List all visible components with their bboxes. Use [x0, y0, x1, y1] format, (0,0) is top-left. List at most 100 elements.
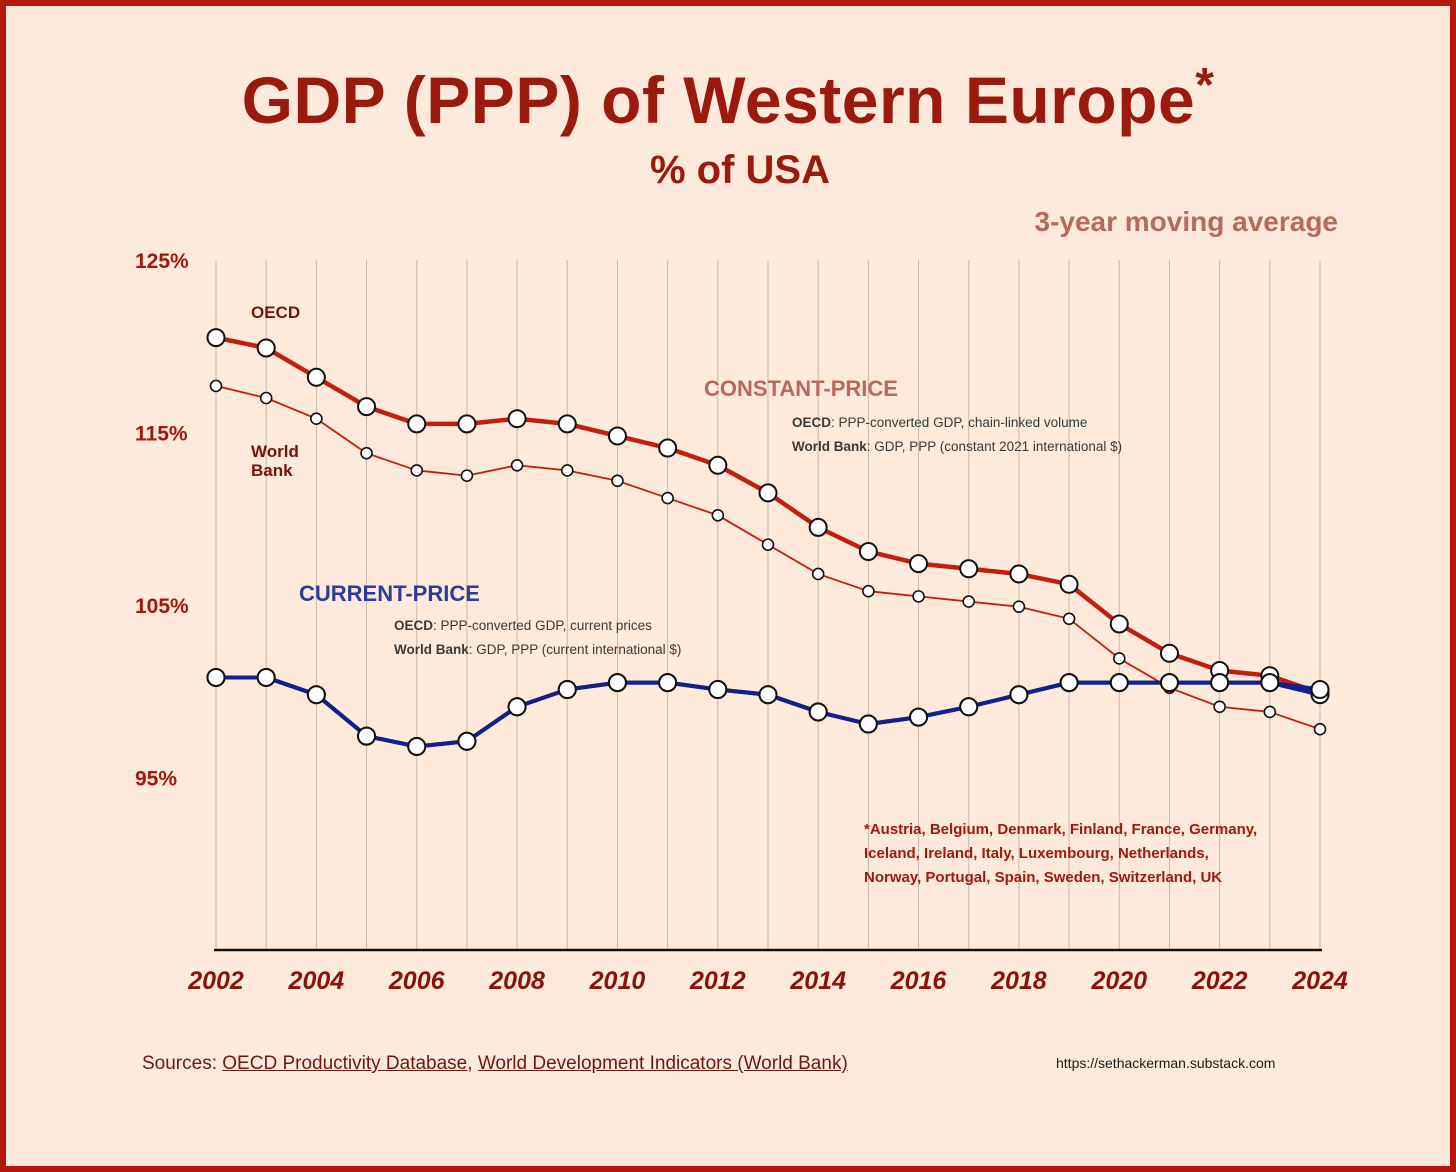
constant-price-heading: CONSTANT-PRICE	[704, 376, 898, 401]
point-current_oecd-2009	[557, 680, 577, 700]
point-current_oecd-2018	[1009, 685, 1029, 705]
point-constant_wb-2016	[912, 590, 925, 603]
point-current_oecd-2024	[1310, 680, 1330, 700]
point-current_oecd-2004	[306, 685, 326, 705]
point-constant_oecd-2021	[1159, 643, 1179, 663]
point-constant_wb-2018	[1012, 600, 1026, 614]
point-constant_wb-2006	[410, 464, 424, 477]
point-constant_oecd-2016	[909, 554, 929, 574]
point-constant_wb-2013	[761, 538, 775, 551]
point-constant_oecd-2014	[808, 517, 828, 537]
point-constant_oecd-2005	[357, 397, 377, 417]
point-constant_oecd-2007	[457, 414, 477, 434]
chart-background	[6, 6, 1450, 1166]
label-world-bank-line1: World	[251, 442, 299, 461]
annotations: OECD World Bank CONSTANT-PRICE OECD: PPP…	[251, 303, 1257, 886]
point-constant_wb-2017	[962, 595, 976, 608]
point-current_oecd-2020	[1109, 673, 1129, 693]
x-tick-label-2010: 2010	[589, 967, 646, 995]
point-constant_oecd-2002	[206, 328, 226, 348]
point-current_oecd-2014	[808, 702, 828, 722]
point-constant_oecd-2017	[959, 559, 979, 579]
x-tick-label-2020: 2020	[1090, 967, 1147, 995]
point-constant_wb-2023	[1263, 705, 1277, 719]
point-constant_oecd-2011	[658, 438, 678, 458]
sources-line: Sources: OECD Productivity Database, Wor…	[142, 1053, 848, 1075]
point-current_oecd-2017	[959, 697, 979, 717]
label-oecd: OECD	[251, 303, 300, 322]
x-tick-label-2018: 2018	[990, 967, 1047, 995]
point-constant_oecd-2019	[1059, 574, 1079, 594]
x-tick-label-2016: 2016	[890, 967, 948, 995]
point-constant_oecd-2018	[1009, 564, 1029, 584]
point-constant_wb-2010	[611, 474, 624, 488]
point-current_oecd-2021	[1159, 673, 1179, 693]
countries-line-2: Iceland, Ireland, Italy, Luxembourg, Net…	[864, 845, 1209, 862]
x-tick-label-2008: 2008	[488, 967, 545, 995]
point-constant_oecd-2009	[557, 414, 577, 434]
point-constant_wb-2024	[1313, 722, 1327, 736]
title-asterisk: *	[1195, 59, 1215, 112]
sources-prefix: Sources:	[142, 1053, 223, 1074]
x-tick-label-2012: 2012	[689, 967, 746, 995]
point-current_oecd-2013	[758, 685, 778, 705]
point-constant_oecd-2003	[256, 338, 276, 358]
point-current_oecd-2022	[1210, 673, 1230, 693]
x-tick-label-2002: 2002	[187, 967, 244, 995]
point-current_oecd-2008	[507, 697, 527, 717]
substack-url[interactable]: https://sethackerman.substack.com	[1056, 1055, 1276, 1071]
constant-oecd-note: OECD: PPP-converted GDP, chain-linked vo…	[792, 415, 1087, 430]
source-link-world-bank[interactable]: World Development Indicators (World Bank…	[477, 1053, 848, 1074]
point-constant_wb-2012	[711, 508, 725, 522]
point-constant_wb-2019	[1062, 612, 1076, 626]
point-constant_wb-2003	[259, 391, 273, 405]
countries-line-1: *Austria, Belgium, Denmark, Finland, Fra…	[864, 821, 1257, 838]
point-current_oecd-2016	[909, 707, 929, 727]
point-current_oecd-2010	[607, 673, 627, 693]
point-constant_wb-2022	[1213, 700, 1226, 714]
x-tick-label-2022: 2022	[1191, 967, 1248, 995]
point-constant_oecd-2004	[306, 367, 326, 387]
point-constant_wb-2009	[560, 464, 574, 477]
point-constant_oecd-2012	[708, 455, 728, 475]
constant-wb-note: World Bank: GDP, PPP (constant 2021 inte…	[792, 439, 1122, 454]
point-constant_oecd-2015	[858, 542, 878, 562]
point-constant_wb-2020	[1112, 652, 1126, 665]
point-current_oecd-2003	[256, 667, 276, 687]
x-tick-label-2014: 2014	[789, 967, 846, 995]
point-constant_wb-2011	[661, 491, 674, 505]
point-current_oecd-2005	[357, 726, 377, 746]
point-constant_oecd-2020	[1109, 614, 1129, 634]
label-world-bank-line2: Bank	[251, 461, 293, 480]
series-group	[206, 328, 1330, 756]
source-link-oecd[interactable]: OECD Productivity Database	[222, 1053, 468, 1074]
axes: 2002 2004 2006 2008 2010 2012 2014 2016 2018 2020…	[135, 250, 1348, 995]
x-tick-label-2024: 2024	[1291, 967, 1348, 995]
point-current_oecd-2006	[407, 736, 427, 756]
chart-subtitle: % of USA	[650, 148, 830, 192]
point-constant_wb-2008	[510, 458, 524, 472]
current-wb-note: World Bank: GDP, PPP (current internatio…	[394, 642, 681, 657]
point-constant_wb-2014	[811, 567, 825, 581]
point-constant_oecd-2008	[507, 409, 527, 429]
point-current_oecd-2012	[708, 680, 728, 700]
x-tick-label-2006: 2006	[388, 967, 446, 995]
countries-line-3: Norway, Portugal, Spain, Sweden, Switzer…	[864, 869, 1222, 886]
point-constant_wb-2007	[460, 469, 474, 482]
chart-title: GDP (PPP) of Western Europe*	[241, 59, 1215, 137]
point-current_oecd-2007	[457, 731, 477, 751]
point-constant_wb-2002	[209, 379, 223, 393]
point-constant_oecd-2013	[758, 483, 778, 503]
point-constant_oecd-2010	[607, 426, 627, 446]
current-oecd-note: OECD: PPP-converted GDP, current prices	[394, 618, 652, 633]
point-constant_wb-2015	[862, 584, 875, 598]
point-current_oecd-2011	[658, 673, 678, 693]
point-constant_oecd-2006	[407, 414, 427, 434]
sources-separator: ,	[467, 1053, 478, 1074]
point-constant_wb-2004	[310, 412, 323, 426]
current-price-heading: CURRENT-PRICE	[299, 581, 480, 606]
y-tick-label-95: 95%	[135, 768, 177, 791]
y-tick-label-115: 115%	[135, 423, 188, 446]
point-current_oecd-2019	[1059, 673, 1079, 693]
